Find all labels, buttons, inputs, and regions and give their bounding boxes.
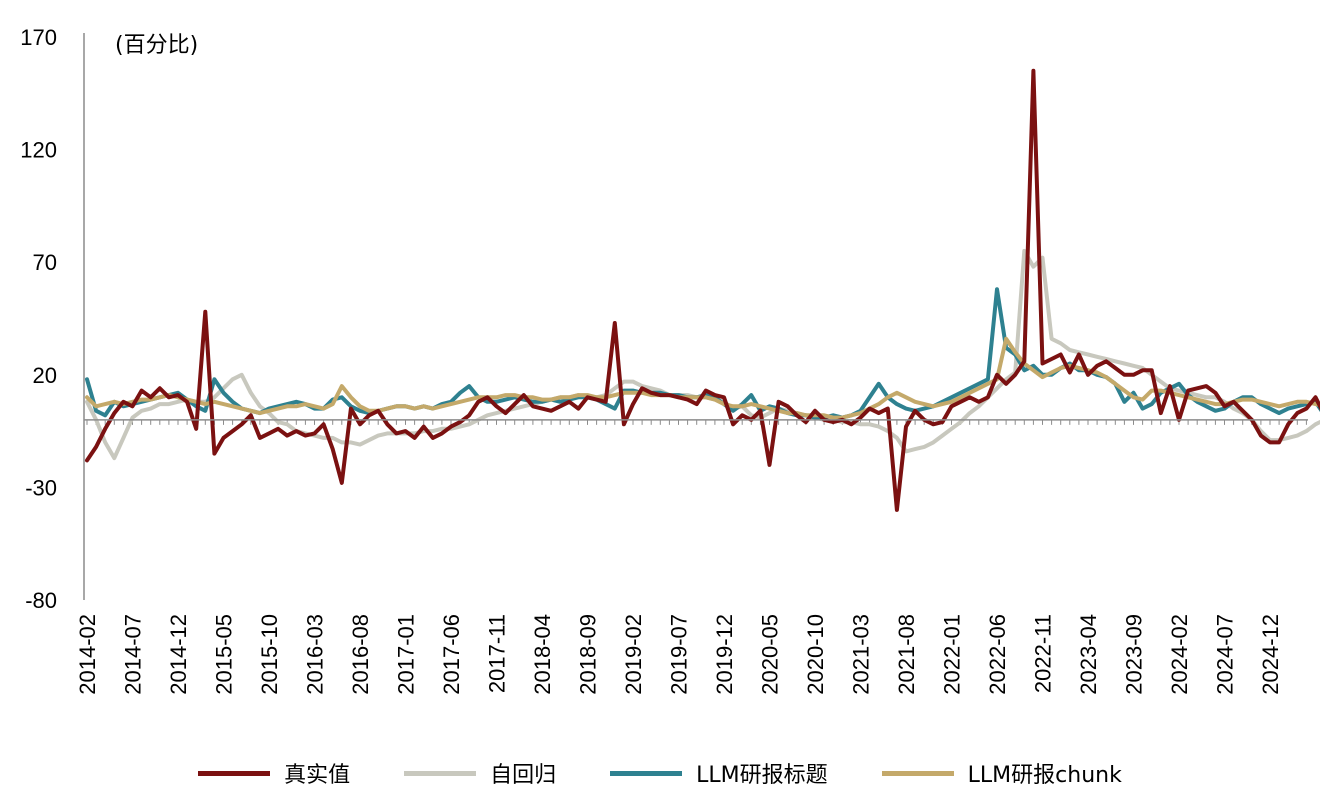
x-tick-label: 2020-05 [758, 614, 783, 695]
y-tick-label: 70 [33, 250, 57, 275]
legend-item: LLM研报chunk [881, 757, 1122, 789]
x-axis-ticks: 2014-02 2014-07 2014-12 2015-05 2015-10 2016-… [75, 419, 1307, 695]
x-tick-label: 2022-01 [940, 614, 965, 695]
legend-swatch [610, 770, 683, 776]
legend-label: 真实值 [284, 763, 351, 788]
legend-swatch [881, 770, 954, 776]
series-line [85, 68, 1320, 512]
x-tick-label: 2023-04 [1076, 614, 1101, 695]
x-tick-label: 2019-02 [621, 614, 646, 695]
x-tick-label: 2021-08 [894, 614, 919, 695]
x-tick-label: 2020-10 [803, 614, 828, 695]
x-tick-label: 2014-02 [75, 614, 100, 695]
legend-swatch [198, 770, 271, 776]
x-tick-label: 2019-12 [712, 614, 737, 695]
legend-item: 真实值 [198, 757, 350, 789]
x-tick-label: 2016-03 [303, 614, 328, 695]
x-tick-label: 2018-04 [530, 614, 555, 695]
y-tick-label: 170 [20, 25, 57, 50]
x-tick-label: 2015-05 [212, 614, 237, 695]
x-tick-label: 2018-09 [576, 614, 601, 695]
series-line [85, 336, 1320, 420]
x-tick-label: 2017-11 [485, 614, 510, 693]
legend: 真实值 自回归 LLM研报标题 LLM研报chunk [0, 748, 1320, 798]
x-tick-label: 2017-01 [394, 614, 419, 695]
x-tick-label: 2014-07 [121, 614, 146, 695]
x-tick-label: 2024-02 [1167, 614, 1192, 695]
x-tick-label: 2024-12 [1258, 614, 1283, 695]
x-tick-label: 2024-07 [1213, 614, 1238, 695]
x-tick-label: 2022-11 [1031, 614, 1056, 693]
legend-swatch [404, 770, 477, 776]
y-axis-ticks: -80 -30 20 70 120 170 [20, 25, 57, 613]
x-tick-label: 2015-10 [257, 614, 282, 695]
legend-item: 自回归 [404, 757, 556, 789]
legend-label: LLM研报chunk [967, 763, 1122, 788]
x-tick-label: 2014-12 [166, 614, 191, 695]
x-tick-label: 2023-09 [1122, 614, 1147, 695]
unit-label: (百分比) [115, 33, 198, 58]
y-tick-label: 120 [20, 138, 57, 163]
x-tick-label: 2017-06 [439, 614, 464, 695]
x-tick-label: 2022-06 [985, 614, 1010, 695]
legend-label: 自回归 [490, 763, 557, 788]
x-tick-label: 2016-08 [348, 614, 373, 695]
x-tick-label: 2019-07 [667, 614, 692, 695]
series-layer [85, 68, 1320, 512]
y-tick-label: 20 [33, 363, 57, 388]
y-tick-label: -30 [25, 475, 57, 500]
legend-label: LLM研报标题 [696, 763, 828, 788]
series-line [85, 248, 1320, 461]
y-tick-label: -80 [25, 588, 57, 613]
x-tick-label: 2021-03 [849, 614, 874, 695]
legend-item: LLM研报标题 [610, 757, 828, 789]
